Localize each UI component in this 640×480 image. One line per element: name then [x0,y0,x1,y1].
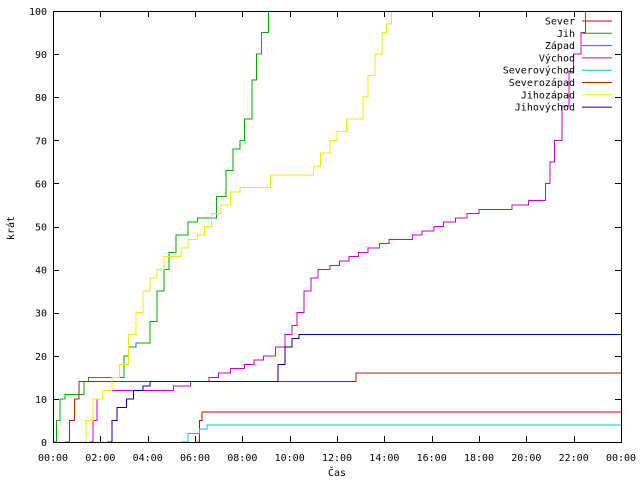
x-tick-label: 14:00 [369,453,399,464]
legend-label: Jih [557,29,575,40]
y-tick-label: 90 [35,50,47,61]
x-tick-label: 06:00 [180,453,210,464]
x-tick-label: 04:00 [133,453,163,464]
legend-label: Západ [545,40,575,52]
series-line-5 [180,424,621,443]
x-tick-label: 08:00 [227,453,257,464]
series-line-8 [107,333,621,443]
x-tick-label: 00:00 [606,453,636,464]
y-tick-label: 70 [35,136,47,147]
x-tick-label: 00:00 [38,453,68,464]
series-line-7 [79,11,392,443]
series-line-1 [197,411,621,443]
x-axis-title: Čas [328,466,346,479]
series-line-6 [64,372,621,443]
y-tick-label: 20 [35,352,47,363]
series-line-2 [53,11,269,443]
x-tick-label: 12:00 [322,453,352,464]
legend-label: Severovýchod [503,65,575,77]
x-tick-label: 10:00 [275,453,305,464]
y-tick-label: 0 [41,438,47,449]
series-lines [53,11,621,443]
x-tick-label: 22:00 [559,453,589,464]
y-tick-label: 40 [35,266,47,277]
axis-ticks: 0 10 20 30 40 50 60 70 80 90 100 00:00 02:00 04:00 06:… [29,7,636,464]
y-axis-title: krát [5,216,17,240]
legend-label: Východ [539,52,575,64]
x-tick-label: 02:00 [85,453,115,464]
legend: SeverJihZápadVýchodSeverovýchodSeverozáp… [503,17,612,114]
y-tick-label: 10 [35,395,47,406]
x-tick-label: 18:00 [464,453,494,464]
legend-label: Jihozápad [521,89,575,101]
x-tick-label: 16:00 [417,453,447,464]
x-tick-label: 20:00 [511,453,541,464]
y-tick-label: 50 [35,223,47,234]
legend-label: Jihovýchod [515,102,575,114]
y-tick-label: 80 [35,93,47,104]
series-line-4 [89,11,586,443]
y-tick-label: 30 [35,309,47,320]
y-tick-label: 60 [35,179,47,190]
y-tick-label: 100 [29,7,47,18]
legend-label: Severozápad [509,77,575,89]
legend-label: Sever [545,17,575,28]
